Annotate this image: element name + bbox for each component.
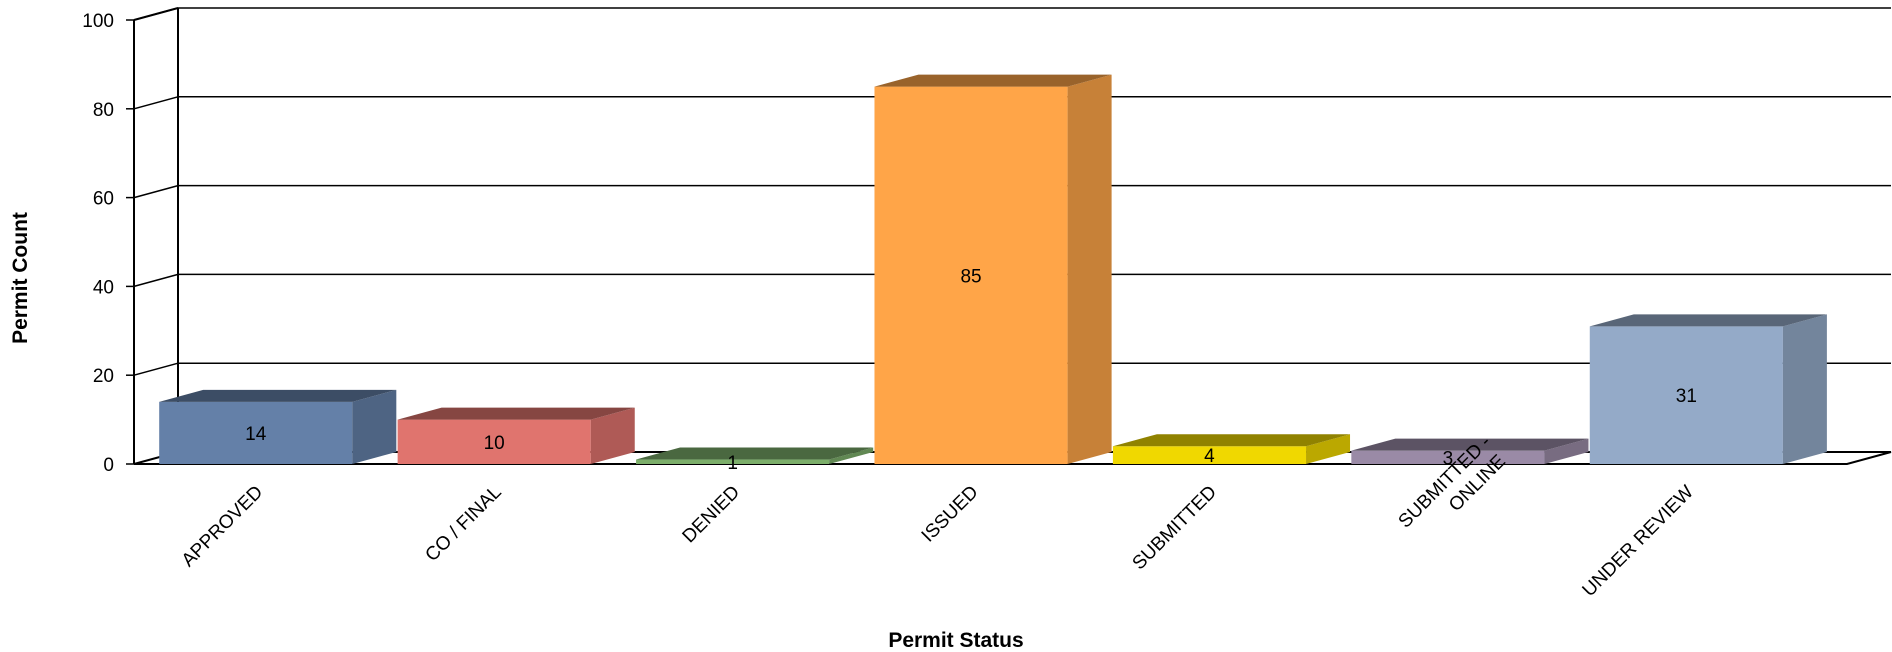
left-wall-top-edge [133, 7, 179, 21]
gridline-side [133, 96, 179, 110]
bar-group [397, 407, 635, 464]
data-label: 85 [960, 266, 981, 287]
bar-group [636, 447, 874, 464]
bar [874, 86, 1068, 464]
bar [636, 459, 830, 464]
bar-top [397, 407, 635, 420]
data-label: 10 [484, 433, 505, 454]
data-label: 1 [727, 453, 738, 474]
bar-top [1589, 314, 1827, 327]
y-tick-label: 40 [93, 277, 114, 298]
bar-group [1589, 314, 1827, 464]
y-tick-label: 80 [93, 100, 114, 121]
bar-side [352, 389, 397, 464]
y-tick-label: 60 [93, 189, 114, 210]
x-axis-title: Permit Status [888, 629, 1023, 652]
gridline-side [133, 273, 179, 288]
bar-top [1112, 434, 1351, 447]
y-tick-label: 0 [103, 455, 114, 476]
x-tick-label: ISSUED [918, 482, 983, 547]
bar-top [636, 447, 874, 460]
bar-side [1067, 74, 1112, 464]
bar-group [1351, 438, 1589, 464]
y-tick-label: 20 [93, 366, 114, 387]
bar-top [159, 389, 397, 402]
bar [1351, 450, 1545, 464]
gridline-side [133, 362, 179, 376]
bar-top [874, 74, 1112, 87]
bar [1112, 446, 1307, 464]
x-tick-label: DENIED [679, 482, 745, 548]
bar-side [590, 407, 635, 464]
y-axis-title: Permit Count [9, 212, 32, 344]
data-label: 31 [1676, 386, 1697, 407]
data-label: 14 [245, 424, 267, 445]
bars [159, 74, 1827, 464]
bar [397, 419, 591, 464]
x-tick-label: CO / FINAL [421, 482, 505, 566]
bar-side [829, 447, 874, 464]
y-tick-label: 100 [82, 11, 114, 32]
x-tick-label: UNDER REVIEW [1579, 482, 1698, 601]
x-tick-label: APPROVED [178, 482, 268, 572]
bar-group [874, 74, 1112, 464]
bar-group [1112, 434, 1351, 464]
gridline-side [133, 184, 179, 199]
bar-side [1782, 314, 1827, 464]
x-tick-label: SUBMITTED [1129, 482, 1221, 574]
bar [159, 401, 353, 464]
data-label: 3 [1443, 448, 1454, 469]
data-label: 4 [1204, 446, 1215, 467]
bar [1589, 326, 1783, 464]
bar-side [1544, 438, 1589, 464]
bar-top [1351, 438, 1589, 451]
bar-group [159, 389, 397, 464]
bar-side [1306, 434, 1351, 464]
